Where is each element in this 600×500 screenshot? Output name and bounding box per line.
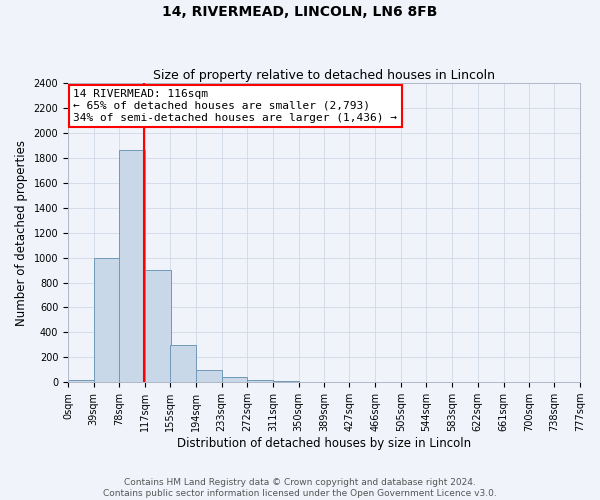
Y-axis label: Number of detached properties: Number of detached properties <box>15 140 28 326</box>
Bar <box>94 258 119 382</box>
Bar <box>145 270 171 382</box>
Bar <box>68 380 94 382</box>
Title: Size of property relative to detached houses in Lincoln: Size of property relative to detached ho… <box>153 69 495 82</box>
Bar <box>170 345 196 382</box>
Bar <box>196 370 221 382</box>
Text: Contains HM Land Registry data © Crown copyright and database right 2024.
Contai: Contains HM Land Registry data © Crown c… <box>103 478 497 498</box>
X-axis label: Distribution of detached houses by size in Lincoln: Distribution of detached houses by size … <box>177 437 471 450</box>
Bar <box>247 380 273 382</box>
Bar <box>119 150 145 382</box>
Text: 14 RIVERMEAD: 116sqm
← 65% of detached houses are smaller (2,793)
34% of semi-de: 14 RIVERMEAD: 116sqm ← 65% of detached h… <box>73 90 397 122</box>
Text: 14, RIVERMEAD, LINCOLN, LN6 8FB: 14, RIVERMEAD, LINCOLN, LN6 8FB <box>163 5 437 19</box>
Bar <box>221 377 247 382</box>
Bar <box>273 381 299 382</box>
